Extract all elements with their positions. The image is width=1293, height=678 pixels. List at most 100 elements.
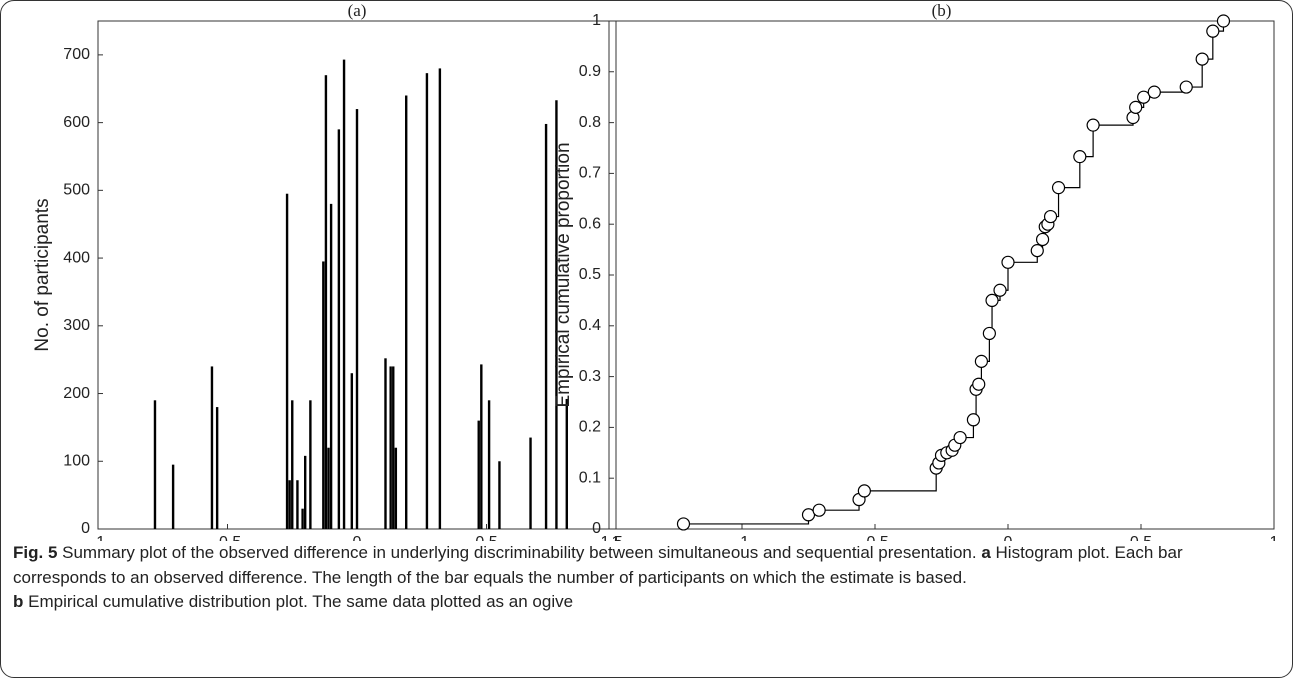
data-point [972,377,986,391]
y-tick-label: 0.2 [579,419,601,436]
x-tick-label: 1 [612,534,621,541]
y-tick-label: 400 [63,249,90,266]
x-tick-label: 1 [1270,534,1279,541]
bar [296,480,299,529]
data-point [1137,90,1151,104]
data-point [1195,52,1209,66]
y-tick-label: 0.4 [579,317,601,334]
bar [322,261,325,529]
data-point [1147,85,1161,99]
data-point [974,354,989,368]
data-point [1035,232,1050,247]
data-point [1129,100,1143,114]
y-tick-label: 100 [63,452,90,469]
bar [171,464,175,529]
data-point [676,517,691,531]
x-tick-label: -1.5 [595,534,623,541]
data-point [812,503,826,517]
bar [215,407,219,529]
data-point [966,413,981,427]
caption-part-label: b [13,592,24,611]
x-tick-label: -0.5 [861,534,889,541]
step-line [683,514,810,525]
y-axis-label: No. of participants [32,198,53,351]
bar [394,447,398,529]
y-tick-label: 0.3 [579,368,601,385]
bar [324,75,328,529]
y-axis-label: Empirical cumulative proportion [553,142,574,407]
data-point [953,430,967,445]
bar [438,68,442,529]
bar [301,508,304,529]
bar [392,366,395,529]
caption-part-text: Histogram plot. Each bar corresponds to … [13,543,1183,587]
x-tick-label: -1 [735,534,749,541]
bar [337,129,341,529]
y-tick-label: 1 [592,12,601,29]
y-tick-label: 300 [63,317,90,334]
bar [288,480,291,529]
bar [291,400,294,529]
caption-label: Fig. 5 [13,543,58,562]
y-tick-label: 0.9 [579,63,601,80]
bar [355,109,359,529]
y-tick-label: 0.6 [579,215,601,232]
bar [405,95,408,530]
bar [480,364,483,529]
x-tick-label: 0.5 [1130,534,1152,541]
y-tick-label: 500 [63,182,90,199]
bar [329,203,333,529]
caption: Fig. 5 Summary plot of the observed diff… [13,541,1273,615]
data-point [1043,209,1058,224]
chart-title: (a) [348,1,367,20]
data-point [985,293,999,307]
data-point [1030,244,1044,258]
data-point [1001,255,1015,269]
bar [389,366,392,529]
bar [153,400,157,529]
bar [565,398,568,529]
x-tick-label: 0 [353,534,362,541]
y-tick-label: 600 [63,114,90,131]
bar [425,73,429,529]
bar [304,455,307,529]
data-point [1216,14,1231,28]
x-tick-label: 0.5 [475,534,497,541]
bar [285,193,289,529]
y-tick-label: 0.8 [579,114,601,131]
y-tick-label: 0.1 [579,469,601,486]
caption-text: Summary plot of the observed difference … [62,543,977,562]
bar [210,366,214,529]
y-tick-label: 0.5 [579,266,601,283]
y-tick-label: 0 [592,520,601,537]
data-point [1179,80,1193,94]
data-point [1073,150,1087,164]
bar [544,123,548,530]
x-tick-label: -0.5 [214,534,242,541]
x-tick-label: 0 [1004,534,1013,541]
data-point [1086,118,1100,132]
y-tick-label: 0.7 [579,165,601,182]
bar [342,59,346,529]
data-point [1206,24,1220,38]
bar [309,400,312,529]
data-point [857,484,871,498]
bar [555,100,558,530]
bar [350,373,354,529]
data-point [982,326,996,341]
chart-title: (b) [932,1,952,20]
x-tick-label: -1 [91,534,105,541]
bar [487,400,491,529]
plots: (a)DifferenceNo. of participants-1-0.500… [32,1,1279,541]
bar [498,461,501,529]
caption-part-text: Empirical cumulative distribution plot. … [28,592,574,611]
data-point [993,283,1007,297]
bar [477,420,480,529]
bar [327,447,330,529]
y-tick-label: 200 [63,385,90,402]
bar [384,358,387,529]
data-point [1051,181,1066,195]
step-line [1058,156,1081,189]
y-tick-label: 0 [81,520,90,537]
y-tick-label: 700 [63,46,90,63]
